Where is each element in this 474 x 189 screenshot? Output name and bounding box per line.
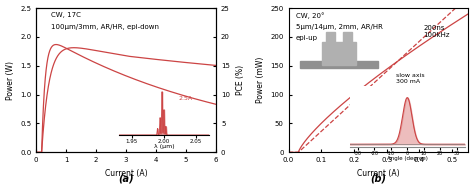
- Text: CW, 17C: CW, 17C: [51, 12, 81, 18]
- X-axis label: Current (A): Current (A): [357, 169, 400, 178]
- Text: CW, 20°: CW, 20°: [296, 12, 324, 19]
- Text: 200ns
100kHz: 200ns 100kHz: [423, 25, 450, 38]
- Text: 5μm/14μm, 2mm, AR/HR: 5μm/14μm, 2mm, AR/HR: [296, 24, 383, 30]
- Y-axis label: Power (mW): Power (mW): [255, 57, 264, 103]
- Y-axis label: PCE (%): PCE (%): [236, 65, 245, 95]
- Text: epi-up: epi-up: [296, 36, 318, 41]
- X-axis label: Current (A): Current (A): [105, 169, 147, 178]
- Text: (a): (a): [118, 173, 134, 183]
- Text: slow axis
300 mA: slow axis 300 mA: [396, 73, 425, 84]
- Text: 100μm/3mm, AR/HR, epi-down: 100μm/3mm, AR/HR, epi-down: [51, 24, 159, 30]
- Y-axis label: Power (W): Power (W): [6, 61, 15, 100]
- Text: (b): (b): [371, 173, 386, 183]
